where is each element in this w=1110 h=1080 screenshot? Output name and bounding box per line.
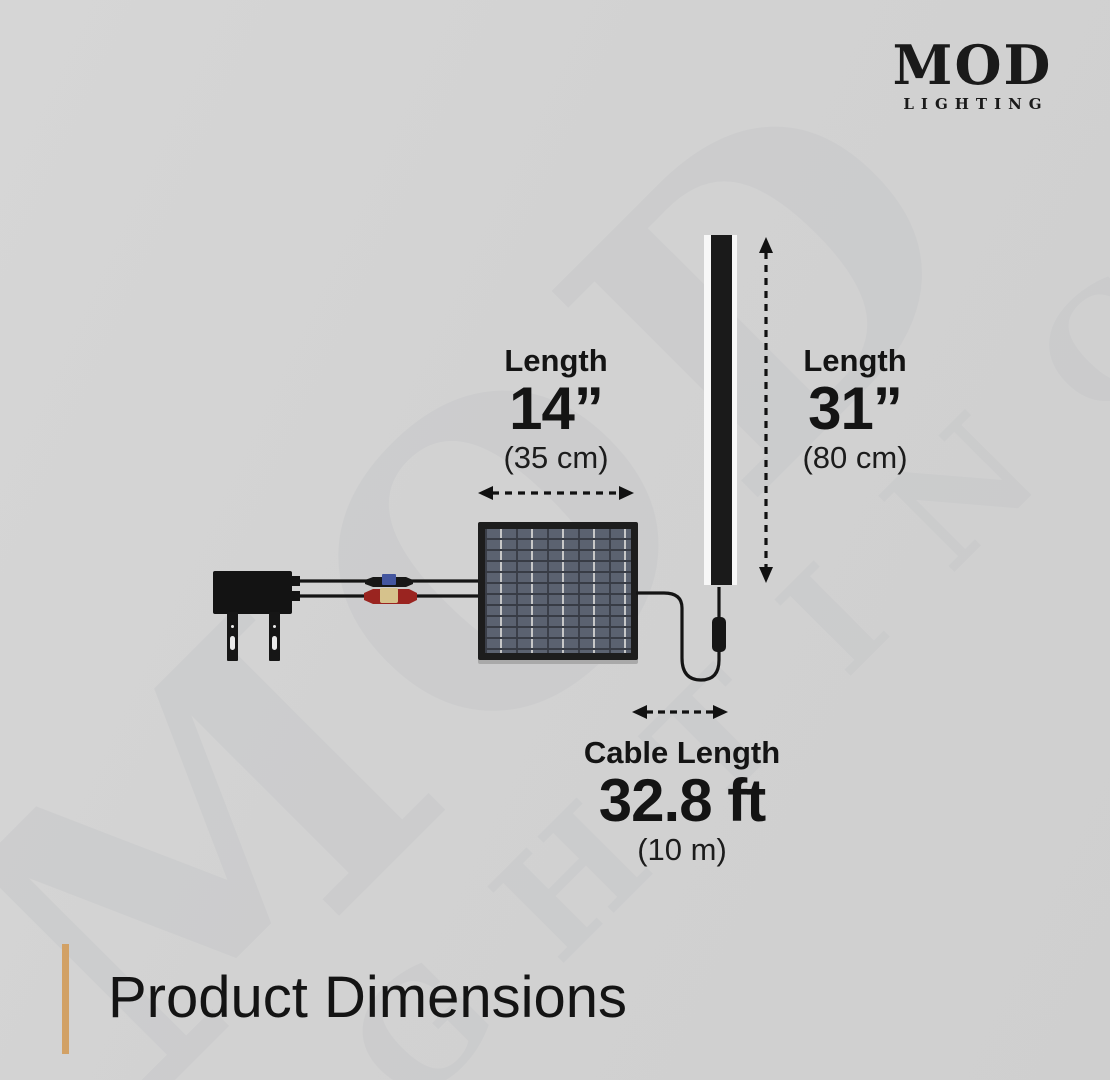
inline-connector — [712, 617, 726, 652]
blue-connector — [365, 574, 413, 587]
cable-length-value: 32.8 ft — [598, 767, 766, 835]
bar-length-value: 31” — [808, 375, 903, 443]
mounting-bracket-right — [269, 612, 280, 661]
bracket-hole — [273, 625, 276, 628]
cable-dimension-label: Cable Length 32.8 ft (10 m) — [522, 735, 842, 868]
cable-length-arrow-icon — [632, 705, 728, 719]
panel-dimension-label: Length 14” (35 cm) — [436, 343, 676, 476]
light-cable — [636, 587, 726, 682]
brand-logo-wordmark: MOD — [892, 33, 1053, 97]
solar-panel — [478, 522, 638, 660]
led-light-bar — [704, 235, 737, 585]
bar-length-metric: (80 cm) — [802, 440, 908, 476]
bracket-slot — [230, 636, 235, 650]
red-connector — [364, 588, 417, 604]
bar-length-label: Length — [803, 343, 907, 378]
bracket-slot — [272, 636, 277, 650]
cable-length-metric: (10 m) — [637, 832, 727, 868]
panel-length-metric: (35 cm) — [503, 440, 609, 476]
panel-width-arrow-icon — [478, 486, 634, 500]
cable-length-label: Cable Length — [583, 735, 781, 770]
mounting-bracket-left — [227, 612, 238, 661]
bar-height-arrow-icon — [759, 237, 773, 583]
panel-length-label: Length — [504, 343, 608, 378]
bracket-hole — [231, 625, 234, 628]
page-title: Product Dimensions — [108, 965, 627, 1030]
brand-logo: MOD LIGHTING — [870, 38, 1075, 113]
panel-length-value: 14” — [509, 375, 604, 443]
bar-dimension-label: Length 31” (80 cm) — [735, 343, 975, 476]
brand-logo-subtitle: LIGHTING — [903, 95, 1049, 113]
battery-box — [213, 571, 292, 614]
title-accent-bar — [62, 944, 69, 1054]
